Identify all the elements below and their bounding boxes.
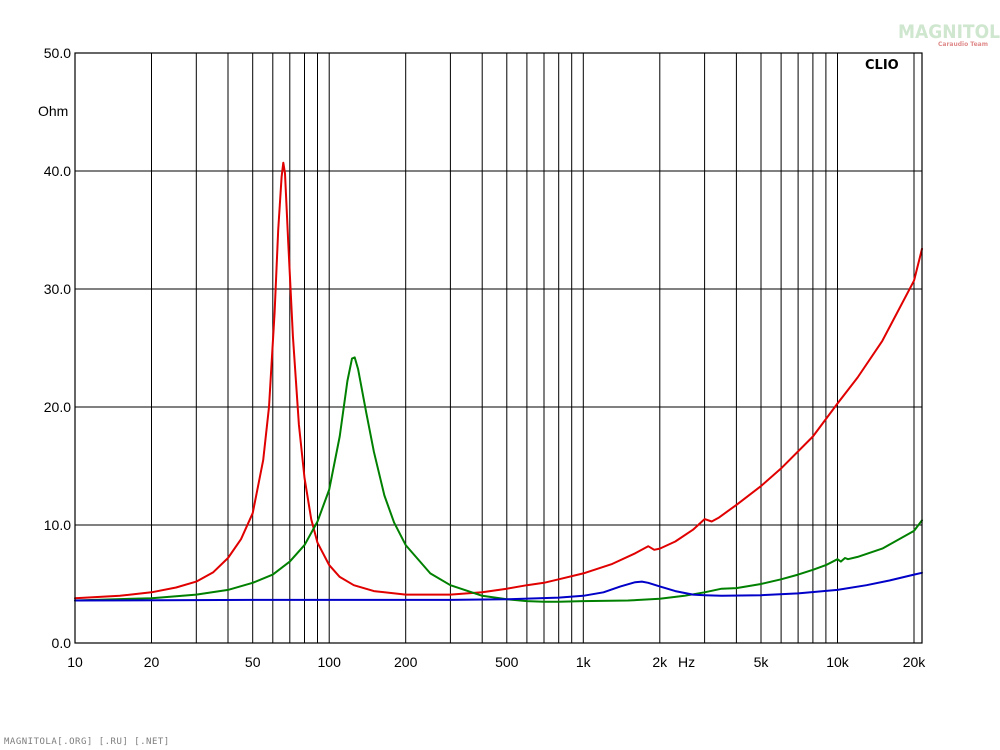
x-axis-unit: Hz <box>678 654 695 670</box>
y-tick-label: 20.0 <box>44 399 71 415</box>
y-tick-label: 30.0 <box>44 281 71 297</box>
x-tick-label: 20k <box>903 654 927 670</box>
y-axis-unit: Ohm <box>38 103 68 119</box>
watermark-main: MAGNITOLA <box>898 21 1000 43</box>
plot-frame <box>74 52 923 644</box>
watermark-logo: MAGNITOLA Caraudio Team <box>898 21 1000 48</box>
x-tick-label: 5k <box>754 654 770 670</box>
footer-text: MAGNITOLA[.ORG] [.RU] [.NET] <box>4 737 170 747</box>
x-tick-label: 500 <box>495 654 519 670</box>
y-tick-label: 0.0 <box>52 635 72 651</box>
y-tick-label: 40.0 <box>44 163 71 179</box>
grid <box>74 52 922 644</box>
x-tick-label: 20 <box>144 654 160 670</box>
x-tick-label: 2k <box>652 654 668 670</box>
brand-label: CLIO <box>865 58 899 73</box>
x-tick-label: 100 <box>318 654 342 670</box>
y-tick-label: 50.0 <box>44 45 71 61</box>
x-tick-label: 10k <box>826 654 850 670</box>
x-axis-ticks: 10 20 50 100 200 500 1k 2k 5k 10k 20k <box>67 654 926 670</box>
watermark-sub: Caraudio Team <box>938 41 988 48</box>
x-tick-label: 10 <box>67 654 83 670</box>
x-tick-label: 200 <box>394 654 418 670</box>
series-line-3 <box>74 571 923 602</box>
series-group <box>74 161 923 603</box>
series-line-1 <box>74 161 923 600</box>
y-tick-label: 10.0 <box>44 517 71 533</box>
x-tick-label: 50 <box>245 654 261 670</box>
y-axis-ticks: 0.0 10.0 20.0 30.0 40.0 50.0 <box>44 45 71 651</box>
x-tick-label: 1k <box>576 654 592 670</box>
